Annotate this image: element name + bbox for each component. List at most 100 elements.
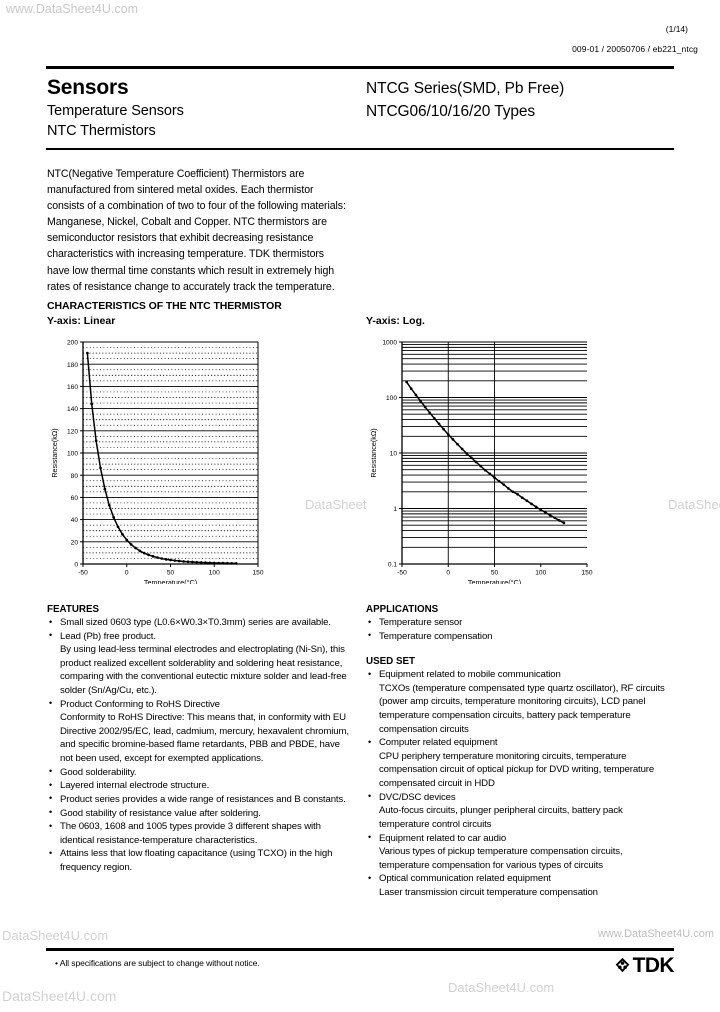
list-item-text: Good stability of resistance value after…	[60, 807, 261, 819]
list-item-detail: Laser transmission circuit temperature c…	[379, 886, 598, 898]
list-item: Small sized 0603 type (L0.6×W0.3×T0.3mm)…	[47, 616, 352, 630]
list-item: Layered internal electrode structure.	[47, 779, 352, 793]
characteristics-heading: CHARACTERISTICS OF THE NTC THERMISTOR	[47, 300, 282, 312]
svg-text:200: 200	[67, 340, 78, 347]
watermark-chart-right: DataShee	[668, 497, 720, 512]
list-item-text: Small sized 0603 type (L0.6×W0.3×T0.3mm)…	[60, 617, 331, 628]
document-code: 009-01 / 20050706 / eb221_ntcg	[572, 44, 698, 54]
svg-text:140: 140	[67, 406, 78, 413]
chart-left-axis-kind: Y-axis: Linear	[47, 315, 116, 327]
list-item-detail: By using lead-less terminal electrodes a…	[60, 644, 347, 697]
watermark-bottom-left-1: DataSheet4U.com	[2, 928, 109, 943]
svg-text:Resistance(kΩ): Resistance(kΩ)	[50, 428, 59, 477]
svg-text:50: 50	[167, 570, 175, 577]
used-set-heading: USED SET	[366, 656, 415, 668]
svg-text:Temperature(°C): Temperature(°C)	[144, 578, 197, 584]
series-types: NTCG06/10/16/20 Types	[366, 102, 536, 120]
list-item-detail: TCXOs (temperature compensated type quar…	[379, 682, 665, 735]
svg-text:10: 10	[390, 451, 398, 458]
tdk-diamond-icon	[615, 957, 629, 973]
list-item-text: DVC/DSC devices	[379, 791, 456, 803]
list-item: Good solderability.	[47, 765, 352, 780]
list-item: Equipment related to car audio Various ty…	[366, 831, 666, 873]
svg-text:20: 20	[71, 539, 79, 546]
svg-text:80: 80	[71, 473, 79, 480]
features-heading: FEATURES	[47, 604, 100, 615]
footer-rule	[46, 948, 674, 951]
list-item-text: Lead (Pb) free product.	[60, 630, 156, 642]
svg-text:1000: 1000	[382, 340, 397, 347]
list-item-text: Layered internal electrode structure.	[60, 780, 210, 792]
list-item: Attains less that low floating capacitan…	[47, 847, 352, 874]
list-item-text: Product Conforming to RoHS Directive	[60, 698, 220, 710]
list-item: Optical communication related equipmentL…	[366, 872, 666, 899]
svg-text:150: 150	[252, 570, 263, 577]
list-item: Equipment related to mobile communicatio…	[366, 668, 666, 736]
svg-text:160: 160	[67, 384, 78, 391]
list-item-text: Equipment related to car audio	[379, 832, 507, 844]
svg-text:100: 100	[209, 570, 220, 577]
page-number: (1/14)	[665, 24, 688, 34]
list-item: DVC/DSC devices Auto-focus circuits, plun…	[366, 790, 666, 832]
svg-text:0.1: 0.1	[388, 562, 397, 569]
used-set-list: Equipment related to mobile communicatio…	[366, 668, 666, 899]
list-item-text: Temperature sensor	[379, 617, 463, 628]
list-item-text: Equipment related to mobile communicatio…	[379, 669, 561, 681]
list-item: Product series provides a wide range of …	[47, 792, 352, 807]
applications-heading: APPLICATIONS	[366, 604, 439, 615]
applications-list: Temperature sensor Temperature compensati…	[366, 616, 666, 643]
list-item-text: Good solderability.	[60, 766, 137, 778]
chart-linear: 0 20 40 60 80 100 120 140 160 180 200 -50 0 50 100 150 T…	[47, 328, 327, 584]
list-item: Temperature sensor	[366, 616, 666, 630]
watermark-bottom-center: DataSheet4U.com	[448, 980, 555, 995]
svg-text:Temperature(°C): Temperature(°C)	[468, 578, 521, 584]
list-item-detail: Conformity to RoHS Directive: This means…	[60, 712, 349, 765]
svg-text:0: 0	[446, 570, 450, 577]
svg-text:1: 1	[393, 506, 397, 513]
page-subtitle-1: Temperature Sensors	[47, 102, 184, 119]
page-title: Sensors	[47, 76, 129, 99]
list-item-text: Computer related equipment	[379, 737, 498, 749]
header-rule-top	[46, 66, 674, 69]
list-item-text: Optical communication related equipment	[379, 873, 551, 885]
svg-text:0: 0	[74, 562, 78, 569]
list-item-text: Temperature compensation	[379, 630, 493, 642]
page-subtitle-2: NTC Thermistors	[47, 122, 156, 139]
svg-text:40: 40	[71, 517, 79, 524]
applications-section: APPLICATIONS Temperature sensorTemperatu…	[366, 604, 666, 900]
title-block: Sensors Temperature Sensors NTC Thermist…	[47, 76, 184, 141]
list-item: Lead (Pb) free product. By using lead-les…	[47, 629, 352, 698]
chart-right-axis-kind: Y-axis: Log.	[366, 315, 425, 327]
svg-text:100: 100	[535, 570, 546, 577]
header-rule-bottom	[46, 148, 674, 150]
features-list: Small sized 0603 type (L0.6×W0.3×T0.3mm)…	[47, 616, 352, 875]
svg-text:60: 60	[71, 495, 79, 502]
list-item-detail: Auto-focus circuits, plunger peripheral …	[379, 805, 623, 830]
svg-text:120: 120	[67, 428, 78, 435]
list-item: Temperature compensation	[366, 629, 666, 644]
footer-note: All specifications are subject to change…	[55, 958, 260, 968]
tdk-logo: TDK	[614, 955, 675, 976]
svg-text:50: 50	[491, 570, 499, 577]
list-item-detail: CPU periphery temperature monitoring cir…	[379, 750, 655, 790]
intro-paragraph: NTC(Negative Temperature Coefficient) Th…	[47, 168, 346, 293]
series-name: NTCG Series(SMD, Pb Free)	[366, 80, 565, 97]
svg-text:100: 100	[67, 451, 78, 458]
svg-text:-50: -50	[397, 570, 407, 577]
list-item-text: Attains less that low floating capacitan…	[60, 848, 333, 873]
svg-text:150: 150	[581, 570, 592, 577]
watermark-bottom-left-2: DataSheet4U.com	[2, 988, 117, 1004]
list-item: Good stability of resistance value after…	[47, 806, 352, 821]
svg-text:180: 180	[67, 362, 78, 369]
svg-text:Resistance(kΩ): Resistance(kΩ)	[369, 428, 378, 477]
watermark-bottom-right: www.DataSheet4U.com	[597, 928, 714, 940]
chart-log-svg: 0.1 1 10 100 1000 -50 0 50 100 150 Temperature(°C)…	[369, 340, 593, 584]
svg-text:100: 100	[386, 395, 397, 402]
series-block: NTCG Series(SMD, Pb Free) NTCG06/10/16/2…	[366, 78, 564, 124]
chart-log: 0.1 1 10 100 1000 -50 0 50 100 150 Temperature(°C)…	[366, 328, 656, 584]
list-item: Product Conforming to RoHS Directive Conf…	[47, 697, 352, 766]
list-item-detail: Various types of pickup temperature comp…	[379, 846, 623, 871]
features-section: FEATURES Small sized 0603 type (L0.6×W0.…	[47, 604, 352, 875]
